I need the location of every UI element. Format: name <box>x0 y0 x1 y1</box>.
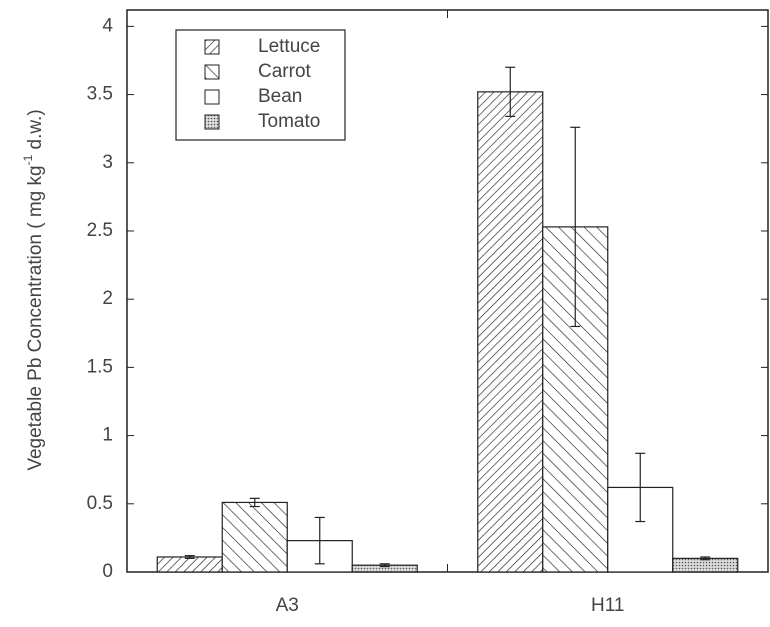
legend-swatch <box>204 64 220 80</box>
x-tick-label: H11 <box>591 595 624 616</box>
x-tick-label: A3 <box>276 595 299 616</box>
y-tick-label: 1 <box>102 425 113 446</box>
y-tick-label: 0 <box>102 561 113 582</box>
y-tick-label: 2.5 <box>87 220 113 241</box>
y-tick-label: 4 <box>102 15 113 36</box>
bar <box>156 556 223 573</box>
error-bar <box>635 452 646 523</box>
y-tick-label: 3 <box>102 152 113 173</box>
legend-swatch <box>204 39 220 55</box>
error-bar <box>570 126 581 328</box>
y-label-sup: -1 <box>21 154 35 165</box>
y-label-text: Vegetable Pb Concentration ( mg kg <box>25 165 46 470</box>
legend-label: Carrot <box>258 61 312 82</box>
legend-box <box>175 29 346 141</box>
legend-label: Tomato <box>258 111 320 132</box>
y-tick-label: 3.5 <box>87 84 113 105</box>
legend-label: Lettuce <box>258 36 320 57</box>
error-bar <box>700 556 711 561</box>
error-bar <box>314 516 325 565</box>
bar <box>672 557 739 573</box>
error-bar <box>379 563 390 568</box>
error-bar <box>505 66 516 117</box>
error-bar <box>184 555 195 559</box>
y-label-end: d.w.) <box>25 109 46 154</box>
bar <box>221 501 288 573</box>
y-tick-label: 1.5 <box>87 356 113 377</box>
error-bar <box>249 497 260 508</box>
y-tick-label: 2 <box>102 288 113 309</box>
legend-swatch <box>204 89 220 105</box>
legend-label: Bean <box>258 86 302 107</box>
legend-swatch <box>204 114 220 130</box>
bar <box>477 91 544 573</box>
y-axis-label: Vegetable Pb Concentration ( mg kg-1 d.w… <box>21 109 46 470</box>
y-tick-label: 0.5 <box>87 493 113 514</box>
